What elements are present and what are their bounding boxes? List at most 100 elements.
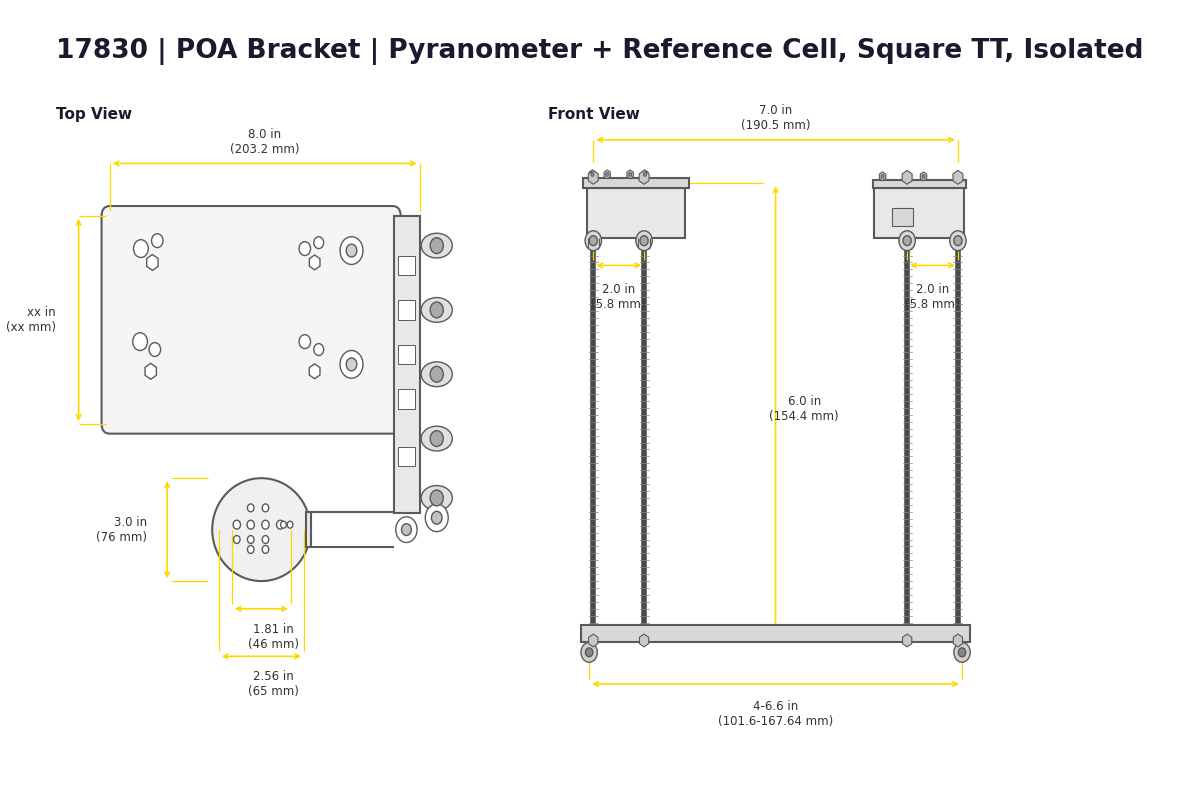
Circle shape [959, 648, 966, 657]
Circle shape [276, 520, 284, 529]
Circle shape [589, 236, 598, 245]
Circle shape [247, 520, 254, 529]
Polygon shape [145, 364, 156, 380]
Circle shape [346, 358, 356, 371]
Circle shape [402, 523, 412, 535]
Text: 2.0 in
(5.8 mm): 2.0 in (5.8 mm) [592, 283, 646, 311]
Circle shape [581, 642, 598, 662]
Polygon shape [953, 170, 962, 185]
Polygon shape [310, 255, 320, 270]
Circle shape [881, 174, 884, 178]
Polygon shape [626, 170, 634, 179]
Polygon shape [880, 172, 886, 181]
Bar [875, 189, 965, 238]
Text: 7.0 in
(190.5 mm): 7.0 in (190.5 mm) [740, 104, 810, 132]
Circle shape [133, 240, 149, 257]
Bar [306, 512, 311, 547]
Polygon shape [589, 170, 595, 179]
Circle shape [899, 231, 916, 251]
Circle shape [340, 351, 362, 378]
Circle shape [262, 504, 269, 512]
Text: 17830 | POA Bracket | Pyranometer + Reference Cell, Square TT, Isolated: 17830 | POA Bracket | Pyranometer + Refe… [56, 38, 1144, 65]
Polygon shape [604, 170, 611, 179]
Ellipse shape [421, 426, 452, 451]
Text: 2.0 in
(5.8 mm): 2.0 in (5.8 mm) [905, 283, 960, 311]
Ellipse shape [421, 297, 452, 322]
Circle shape [904, 236, 911, 245]
Circle shape [432, 511, 442, 524]
Circle shape [233, 520, 240, 529]
Circle shape [586, 231, 601, 251]
Ellipse shape [421, 362, 452, 387]
Circle shape [430, 302, 443, 318]
Circle shape [149, 343, 161, 356]
Bar [398, 389, 415, 409]
Circle shape [643, 173, 647, 177]
Circle shape [425, 504, 449, 531]
Circle shape [247, 504, 254, 512]
Circle shape [287, 521, 293, 528]
Circle shape [396, 517, 418, 543]
Polygon shape [902, 170, 912, 185]
Polygon shape [953, 634, 962, 647]
Ellipse shape [421, 233, 452, 258]
Polygon shape [640, 170, 649, 185]
Circle shape [636, 231, 653, 251]
Polygon shape [902, 634, 912, 647]
Circle shape [629, 173, 631, 177]
Text: xx in
(xx mm): xx in (xx mm) [6, 306, 55, 334]
Circle shape [640, 236, 648, 245]
Bar [872, 181, 966, 189]
Circle shape [590, 173, 594, 177]
Circle shape [151, 234, 163, 248]
Circle shape [954, 642, 971, 662]
Bar [398, 256, 415, 276]
Bar [394, 216, 420, 513]
Text: 4-6.6 in
(101.6-167.64 mm): 4-6.6 in (101.6-167.64 mm) [718, 700, 833, 728]
Polygon shape [588, 170, 599, 185]
Circle shape [247, 546, 254, 554]
Circle shape [299, 241, 311, 256]
Bar [581, 625, 971, 642]
Circle shape [954, 236, 962, 245]
Bar [398, 447, 415, 467]
Polygon shape [920, 172, 926, 181]
Circle shape [430, 367, 443, 382]
Polygon shape [310, 364, 320, 379]
Circle shape [234, 535, 240, 543]
Ellipse shape [421, 486, 452, 511]
FancyBboxPatch shape [102, 206, 401, 434]
Bar [893, 208, 913, 226]
Text: 2.56 in
(65 mm): 2.56 in (65 mm) [248, 670, 299, 698]
Text: Front View: Front View [548, 107, 640, 122]
Polygon shape [589, 634, 598, 647]
Polygon shape [146, 255, 158, 270]
Text: 6.0 in
(154.4 mm): 6.0 in (154.4 mm) [769, 395, 839, 423]
Text: 8.0 in
(203.2 mm): 8.0 in (203.2 mm) [230, 128, 300, 156]
Text: 3.0 in
(76 mm): 3.0 in (76 mm) [96, 515, 146, 543]
Circle shape [606, 173, 608, 177]
Circle shape [346, 244, 356, 257]
Ellipse shape [212, 478, 311, 581]
Circle shape [430, 490, 443, 506]
Bar [587, 189, 685, 238]
Circle shape [262, 535, 269, 543]
Text: 1.81 in
(46 mm): 1.81 in (46 mm) [248, 622, 299, 650]
Circle shape [586, 648, 593, 657]
Circle shape [133, 332, 148, 351]
Polygon shape [642, 170, 648, 179]
Circle shape [247, 535, 254, 543]
Bar [398, 344, 415, 364]
Circle shape [430, 431, 443, 447]
Circle shape [299, 335, 311, 348]
Bar [583, 178, 689, 189]
Circle shape [314, 344, 324, 356]
Circle shape [262, 520, 269, 529]
Circle shape [340, 237, 362, 264]
Polygon shape [640, 634, 649, 647]
Bar [398, 300, 415, 320]
Circle shape [281, 521, 287, 528]
Circle shape [314, 237, 324, 248]
Text: Top View: Top View [56, 107, 133, 122]
Circle shape [430, 238, 443, 253]
